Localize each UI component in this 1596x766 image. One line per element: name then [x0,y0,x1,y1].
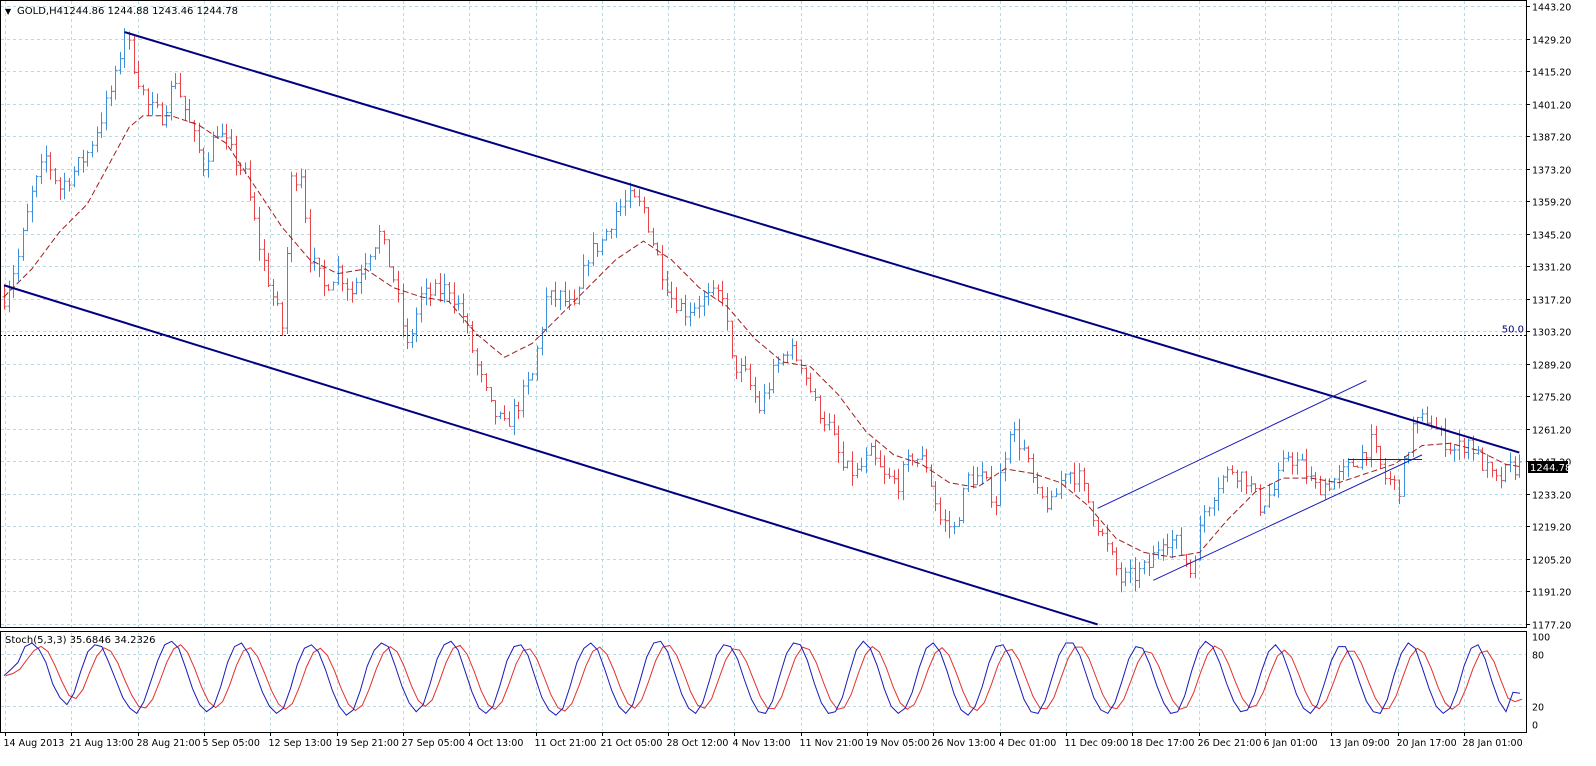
time-tick-label: 5 Sep 05:00 [203,738,260,749]
price-tick-label: 1317.20 [1532,296,1571,307]
time-tick-label: 28 Oct 12:00 [667,738,729,749]
channel-lower-line[interactable] [3,284,1098,626]
time-tick-label: 4 Nov 13:00 [733,738,791,749]
time-tick-label: 4 Oct 13:00 [468,738,524,749]
stoch-panel-frame [0,631,1527,733]
current-price-label: 1244.78 [1530,463,1571,474]
fib-level-label: 50.0 [1502,325,1524,336]
time-tick-label: 21 Aug 13:00 [70,738,134,749]
time-tick-label: 11 Oct 21:00 [535,738,597,749]
fib-level: 50.0 [0,325,1526,336]
stoch-tick-label: 20 [1532,703,1544,714]
main-panel-frame [0,0,1527,628]
trendlines [3,31,1520,626]
price-axis[interactable]: 1443.20 1429.20 1415.20 1401.20 1387.20 1373.… [1526,3,1571,632]
price-tick-label: 1275.20 [1532,393,1571,404]
time-tick-label: 21 Oct 05:00 [601,738,663,749]
price-tick-label: 1401.20 [1532,101,1571,112]
time-tick-label: 14 Aug 2013 [4,738,65,749]
symbol-label: GOLD,H4 [17,6,63,17]
price-tick-label: 1289.20 [1532,361,1571,372]
time-tick-label: 6 Jan 01:00 [1264,738,1318,749]
time-tick-label: 11 Nov 21:00 [800,738,864,749]
candles [2,28,1522,593]
price-tick-label: 1191.20 [1532,588,1571,599]
time-tick-label: 19 Sep 21:00 [336,738,399,749]
stoch-lines [3,640,1523,716]
time-tick-label: 19 Nov 05:00 [866,738,930,749]
time-tick-label: 13 Jan 09:00 [1330,738,1390,749]
main-grid [1,1,1526,627]
stoch-signal-line[interactable] [5,644,1523,712]
price-tick-label: 1443.20 [1532,3,1571,14]
rising-channel-lower-line[interactable] [1153,454,1423,581]
current-price-tag: 1244.78 [1528,460,1571,474]
time-tick-label: 26 Nov 13:00 [932,738,996,749]
time-tick-label: 12 Sep 13:00 [269,738,332,749]
price-tick-label: 1415.20 [1532,68,1571,79]
time-tick-label: 18 Dec 17:00 [1131,738,1195,749]
price-tick-label: 1331.20 [1532,263,1571,274]
time-tick-label: 4 Dec 01:00 [999,738,1057,749]
time-tick-label: 27 Sep 05:00 [402,738,465,749]
stoch-tick-label: 0 [1532,721,1538,732]
stoch-main-line[interactable] [3,640,1521,716]
price-tick-label: 1233.20 [1532,491,1571,502]
stoch-tick-label: 100 [1532,633,1550,644]
price-tick-label: 1429.20 [1532,36,1571,47]
price-tick-label: 1177.20 [1532,621,1571,632]
price-tick-label: 1345.20 [1532,231,1571,242]
price-tick-label: 1261.20 [1532,426,1571,437]
stoch-axis[interactable]: 100 80 20 0 [1532,633,1550,732]
ohlc-readout: 1244.86 1244.88 1243.46 1244.78 [63,6,238,17]
header-triangle-icon[interactable]: ▼ [5,7,12,16]
stoch-tick-label: 80 [1532,651,1544,662]
price-tick-label: 1205.20 [1532,556,1571,567]
time-tick-label: 28 Aug 21:00 [137,738,201,749]
price-tick-label: 1359.20 [1532,198,1571,209]
price-tick-label: 1387.20 [1532,133,1571,144]
time-axis[interactable]: 14 Aug 2013 21 Aug 13:00 28 Aug 21:00 5 Sep… [4,732,1523,749]
time-tick-label: 20 Jan 17:00 [1397,738,1457,749]
time-tick-label: 28 Jan 01:00 [1463,738,1523,749]
rising-channel-upper-line[interactable] [1097,380,1367,509]
price-tick-label: 1219.20 [1532,523,1571,534]
stoch-title: Stoch(5,3,3) 35.6846 34.2326 [5,635,156,646]
price-tick-label: 1303.20 [1532,328,1571,339]
price-tick-label: 1373.20 [1532,166,1571,177]
time-tick-label: 26 Dec 21:00 [1198,738,1262,749]
stoch-grid [1,633,1526,731]
chart-header: ▼ GOLD,H4 1244.86 1244.88 1243.46 1244.7… [5,6,238,17]
channel-upper-line[interactable] [124,31,1520,454]
time-tick-label: 11 Dec 09:00 [1065,738,1129,749]
